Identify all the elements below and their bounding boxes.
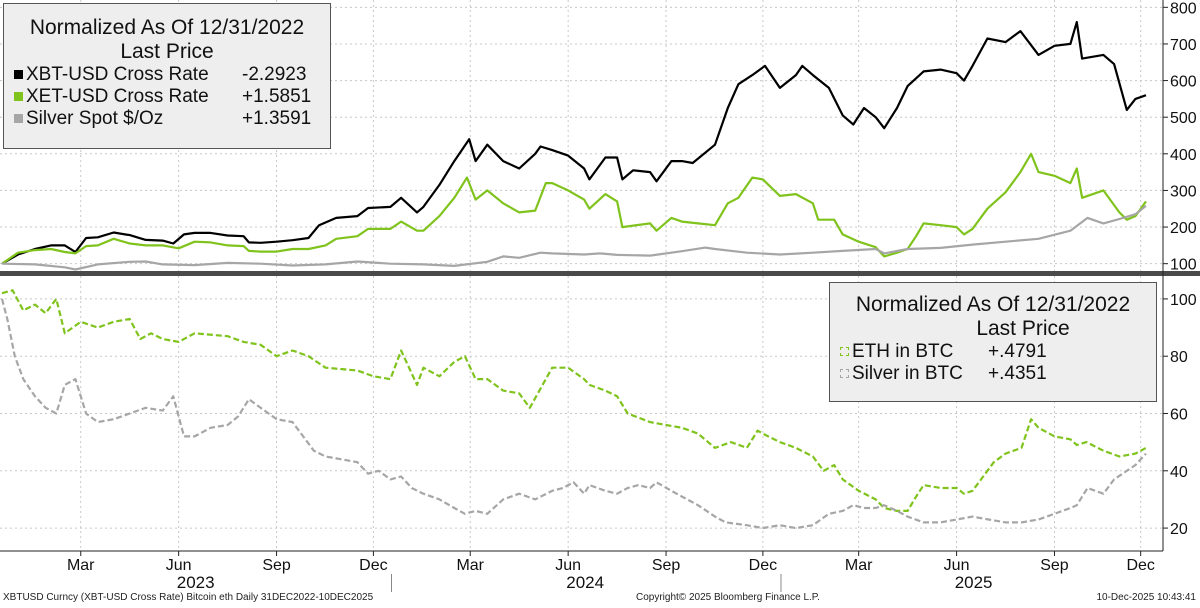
- legend-label-xbt: XBT-USD Cross Rate: [26, 64, 209, 85]
- legend-swatch-xbt: [14, 70, 23, 80]
- top-series-line-xbt-usd-cross-rate: [1, 20, 1147, 265]
- legend-entry-silver-btc: Silver in BTC +.4351: [838, 363, 1156, 385]
- x-tick-label-1: Jun: [166, 557, 192, 574]
- x-tick-label-8: Mar: [845, 557, 873, 574]
- legend-entry-silver: Silver Spot $/Oz +1.3591: [12, 108, 330, 130]
- legend-entry-eth-btc: ETH in BTC +.4791: [838, 341, 1156, 363]
- year-label-2023: 2023: [177, 573, 215, 592]
- legend-label-silver: Silver Spot $/Oz: [26, 108, 164, 129]
- bottom-panel-lines: [0, 289, 1147, 530]
- legend-swatch-silver-btc: [840, 369, 849, 379]
- legend-label-xet: XET-USD Cross Rate: [26, 86, 209, 107]
- top-y-axis: 100 200 300 400 500 600 700 800: [1163, 0, 1197, 274]
- x-tick-label-6: Sep: [652, 557, 681, 574]
- top-ytick-label-100: 100: [1170, 257, 1197, 274]
- x-tick-label-10: Sep: [1040, 557, 1069, 574]
- legend-entry-xet: XET-USD Cross Rate +1.5851: [12, 86, 330, 108]
- bottom-legend-title: Normalized As Of 12/31/2022: [855, 293, 1131, 316]
- top-panel-lines: [1, 20, 1147, 271]
- x-axis: Mar Jun Sep Dec Mar Jun Sep Dec Mar Jun Sep Dec 2023…: [67, 551, 1155, 592]
- bottom-y-axis: 20 40 60 80 100: [1163, 292, 1197, 538]
- bottom-ytick-label-60: 60: [1170, 407, 1188, 424]
- top-series-line-silver-spot-oz: [1, 204, 1147, 271]
- legend-swatch-silver: [14, 114, 23, 124]
- bottom-series-line-eth-in-btc: [1, 289, 1147, 512]
- bottom-legend: Normalized As Of 12/31/2022 Last Price E…: [829, 282, 1157, 402]
- x-tick-label-3: Dec: [359, 557, 387, 574]
- legend-label-eth-btc: ETH in BTC: [852, 341, 954, 362]
- bottom-ytick-label-20: 20: [1170, 521, 1188, 538]
- legend-value-xbt: -2.2923: [242, 64, 307, 85]
- bottom-ytick-label-80: 80: [1170, 349, 1188, 366]
- x-tick-label-2: Sep: [262, 557, 291, 574]
- year-label-2025: 2025: [955, 573, 993, 592]
- legend-value-eth-btc: +.4791: [988, 341, 1047, 362]
- bottom-ytick-label-100: 100: [1170, 292, 1197, 309]
- top-ytick-label-600: 600: [1170, 74, 1197, 91]
- x-tick-label-11: Dec: [1126, 557, 1154, 574]
- top-series-line-xet-usd-cross-rate: [1, 152, 1147, 265]
- legend-value-silver: +1.3591: [242, 108, 312, 129]
- x-tick-label-7: Dec: [749, 557, 777, 574]
- bottom-legend-subtitle: Last Price: [976, 317, 1070, 340]
- bottom-ytick-label-40: 40: [1170, 464, 1188, 481]
- x-tick-label-5: Jun: [555, 557, 581, 574]
- top-ytick-label-700: 700: [1170, 37, 1197, 54]
- legend-value-silver-btc: +.4351: [988, 363, 1047, 384]
- footer-timestamp: 10-Dec-2025 10:43:41: [1096, 592, 1196, 603]
- panel-divider: [0, 271, 1200, 276]
- x-tick-label-0: Mar: [67, 557, 95, 574]
- footer-copyright: Copyright© 2025 Bloomberg Finance L.P.: [636, 592, 820, 603]
- top-ytick-label-500: 500: [1170, 110, 1197, 127]
- top-legend-title: Normalized As Of 12/31/2022: [29, 16, 305, 39]
- top-ytick-label-300: 300: [1170, 183, 1197, 200]
- legend-value-xet: +1.5851: [242, 86, 312, 107]
- bottom-series-line-silver-in-btc: [0, 298, 1147, 530]
- top-legend: Normalized As Of 12/31/2022 Last Price X…: [3, 3, 331, 149]
- legend-entry-xbt: XBT-USD Cross Rate -2.2923: [12, 64, 330, 86]
- top-ytick-label-200: 200: [1170, 220, 1197, 237]
- x-tick-label-9: Jun: [944, 557, 970, 574]
- legend-swatch-eth-btc: [840, 347, 849, 357]
- footer-source: XBTUSD Curncy (XBT-USD Cross Rate) Bitco…: [3, 592, 374, 603]
- legend-swatch-xet: [14, 92, 23, 102]
- year-label-2024: 2024: [566, 573, 604, 592]
- top-legend-subtitle: Last Price: [120, 40, 214, 63]
- x-tick-label-4: Mar: [456, 557, 484, 574]
- legend-label-silver-btc: Silver in BTC: [852, 363, 963, 384]
- top-ytick-label-800: 800: [1170, 0, 1197, 17]
- top-ytick-label-400: 400: [1170, 147, 1197, 164]
